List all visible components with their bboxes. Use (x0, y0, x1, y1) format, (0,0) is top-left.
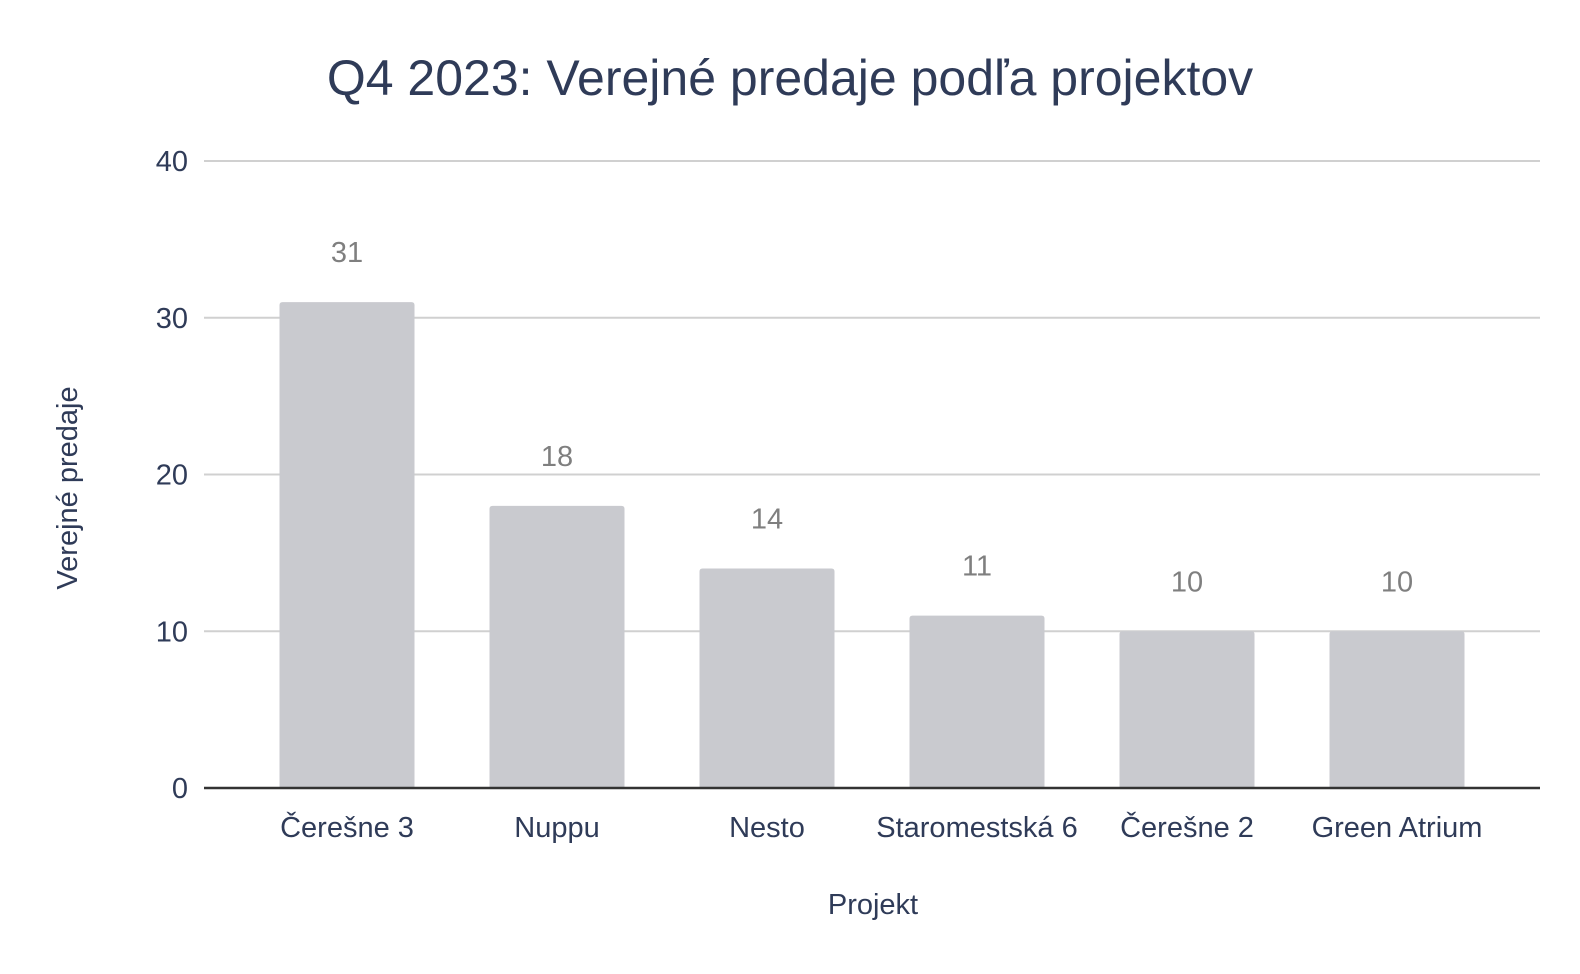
x-tick-label: Green Atrium (1312, 812, 1483, 844)
x-tick-labels: Čerešne 3 Nuppu Nesto Staromestská 6 Čerešne… (280, 810, 1482, 844)
x-tick-label: Staromestská 6 (876, 812, 1077, 844)
y-tick-label: 0 (172, 773, 188, 805)
x-tick-label: Nesto (729, 812, 805, 844)
bar-value-label: 10 (1171, 566, 1203, 598)
bar-value-label: 11 (962, 551, 992, 583)
y-tick-labels: 0 10 20 30 40 (156, 146, 188, 805)
bar (279, 302, 415, 788)
gridlines (204, 160, 1540, 633)
y-axis-title: Verejné predaje (52, 386, 84, 589)
x-tick-label: Čerešne 2 (1120, 810, 1254, 844)
bars (279, 302, 1465, 788)
x-tick-label: Nuppu (514, 812, 599, 844)
bar-value-label: 10 (1381, 566, 1413, 598)
data-labels: 31 18 14 11 10 10 (331, 237, 1413, 598)
bar-value-label: 18 (541, 441, 573, 473)
bar (489, 505, 625, 788)
bar (1119, 631, 1255, 788)
y-tick-label: 30 (156, 303, 188, 335)
x-tick-label: Čerešne 3 (280, 810, 414, 844)
y-tick-label: 40 (156, 146, 188, 178)
y-tick-label: 20 (156, 460, 188, 492)
bar (1329, 631, 1465, 788)
bar (909, 615, 1045, 788)
bar-value-label: 14 (751, 504, 783, 536)
bar-value-label: 31 (331, 237, 363, 269)
x-axis-title: Projekt (828, 889, 918, 921)
bar (699, 568, 835, 788)
chart-title: Q4 2023: Verejné predaje podľa projektov (327, 50, 1253, 106)
y-tick-label: 10 (156, 616, 188, 648)
